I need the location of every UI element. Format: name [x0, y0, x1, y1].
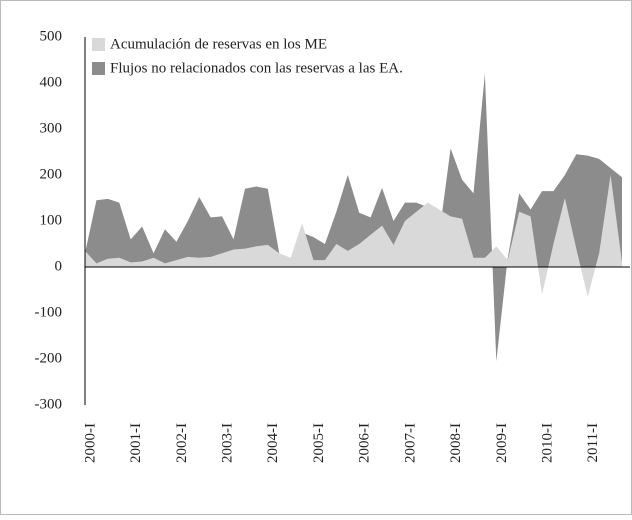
x-tick-label: 2002-I: [174, 423, 190, 463]
y-tick-label: -200: [35, 350, 63, 366]
x-tick-label: 2009-I: [494, 423, 510, 463]
y-tick-label: 500: [40, 28, 63, 44]
x-tick-label: 2006-I: [357, 423, 373, 463]
y-tick-label: 200: [40, 166, 63, 182]
y-tick-label: 100: [40, 212, 63, 228]
y-tick-label: 0: [55, 258, 63, 274]
y-tick-label: -300: [35, 396, 63, 412]
legend-swatch: [92, 38, 105, 51]
area: [85, 73, 622, 362]
x-tick-label: 2003-I: [220, 423, 236, 463]
x-tick-label: 2005-I: [311, 423, 327, 463]
x-tick-label: 2001-I: [128, 423, 144, 463]
legend-swatch: [92, 62, 105, 75]
y-tick-label: 400: [40, 74, 63, 90]
x-tick-label: 2000-I: [82, 423, 98, 463]
x-tick-label: 2004-I: [265, 423, 281, 463]
x-tick-label: 2008-I: [448, 423, 464, 463]
legend-label: Acumulación de reservas en los ME: [110, 36, 327, 52]
y-tick-label: 300: [40, 120, 63, 136]
x-tick-label: 2011-I: [585, 423, 601, 462]
x-tick-label: 2007-I: [402, 423, 418, 463]
x-tick-label: 2010-I: [539, 423, 555, 463]
y-tick-label: -100: [35, 304, 63, 320]
area: [85, 175, 622, 297]
legend-label: Flujos no relacionados con las reservas …: [110, 60, 403, 76]
